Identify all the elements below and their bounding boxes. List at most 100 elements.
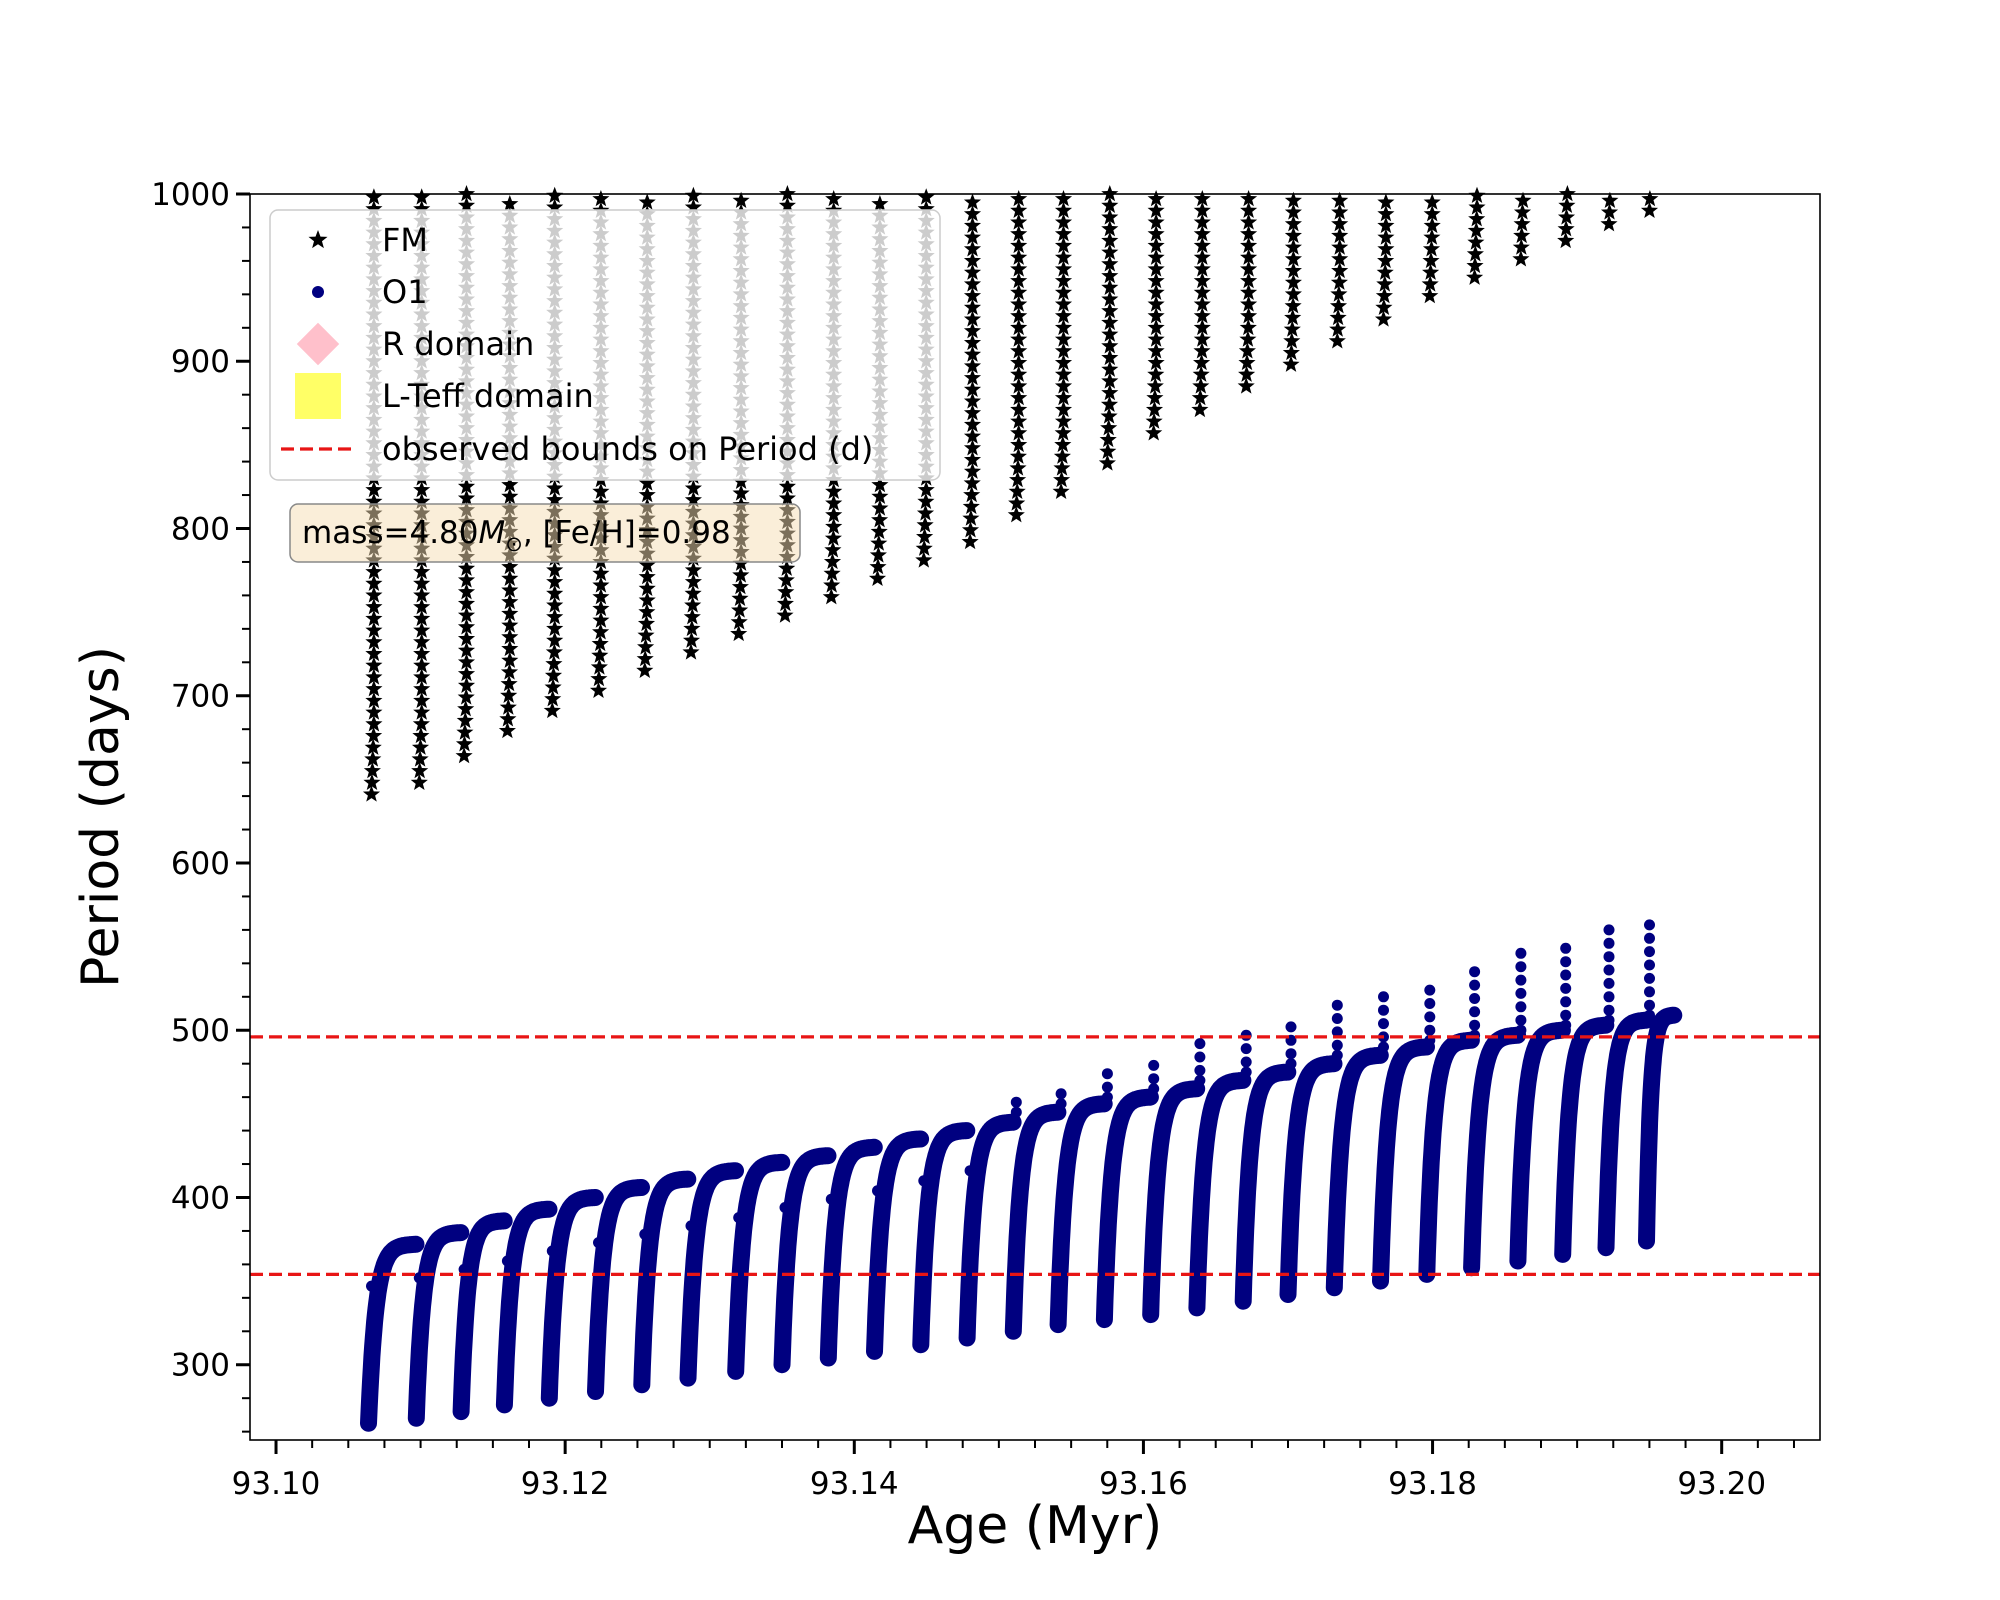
fm-point [825, 190, 843, 207]
fm-point [1422, 251, 1440, 269]
annotation-prefix: mass=4.80 [302, 515, 479, 551]
o1-pulse-21 [1325, 999, 1389, 1297]
fm-point [546, 573, 564, 590]
o1-point [1603, 937, 1615, 949]
fm-point [638, 579, 656, 596]
o1-point [1240, 1043, 1252, 1055]
fm-point [778, 489, 796, 506]
fm-point [546, 561, 564, 578]
fm-point [1331, 203, 1349, 220]
fm-point [1512, 238, 1530, 255]
o1-pulse-16 [1095, 1068, 1159, 1329]
observed-bounds-layer [250, 1035, 1820, 1277]
fm-point [871, 476, 889, 493]
fm-point [825, 517, 843, 535]
fm-point [1010, 353, 1028, 371]
o1-point [1240, 1056, 1252, 1068]
fm-point [1147, 318, 1165, 336]
fm-point [1557, 220, 1575, 237]
fm-pulse-26 [1557, 185, 1576, 249]
fm-point [1053, 471, 1071, 488]
annotation-symbol: M [479, 515, 506, 551]
fm-point [546, 619, 564, 637]
fm-point [365, 188, 383, 205]
fm-point [1147, 307, 1165, 324]
fm-point [1193, 213, 1211, 230]
fm-point [545, 643, 563, 660]
o1-point [1603, 1014, 1615, 1026]
fm-point [591, 634, 609, 652]
o1-point [1010, 1106, 1022, 1118]
fm-point [963, 228, 982, 245]
o1-point [1603, 924, 1615, 936]
fm-point [501, 558, 519, 575]
fm-point [1641, 190, 1659, 207]
o1-point [501, 1255, 513, 1267]
fm-point [365, 574, 383, 591]
o1-point [1644, 1009, 1655, 1021]
fm-point [1193, 225, 1211, 242]
fm-point [1010, 307, 1028, 324]
fm-point [1284, 285, 1302, 302]
fm-point [917, 481, 935, 498]
fm-point [457, 196, 476, 213]
fm-point [1054, 412, 1073, 429]
o1-curve [1095, 1088, 1159, 1329]
fm-point [457, 185, 476, 202]
fm-point [638, 486, 656, 503]
legend-item-0: FM [308, 221, 428, 259]
o1-curve [495, 1200, 558, 1414]
fm-point [731, 589, 749, 606]
fm-point [1009, 471, 1027, 488]
fm-point [684, 561, 702, 578]
fm-point [1100, 419, 1118, 436]
fm-point [1240, 307, 1258, 324]
fm-point [963, 310, 982, 327]
o1-pulse-4 [540, 1189, 604, 1407]
fm-point [636, 661, 654, 678]
fm-point [1557, 231, 1575, 249]
fm-point [413, 188, 431, 205]
fm-point [412, 726, 430, 744]
o1-pulse-27 [1597, 924, 1655, 1257]
fm-point [1010, 435, 1028, 453]
o1-pulse-12 [912, 1122, 976, 1354]
fm-point [1284, 261, 1302, 279]
fm-point [365, 598, 383, 615]
o1-point [1240, 1066, 1252, 1078]
o1-pulse-11 [866, 1130, 930, 1360]
fm-point [1331, 226, 1349, 244]
fm-point [1193, 272, 1211, 289]
fm-point [1100, 395, 1119, 412]
o1-curve [407, 1224, 470, 1427]
o1-curve [819, 1138, 883, 1367]
fm-point [1098, 454, 1116, 471]
o1-pulse-13 [958, 1113, 1022, 1347]
o1-curve [1188, 1071, 1252, 1317]
o1-point [1644, 932, 1655, 944]
fm-point [413, 481, 431, 498]
fm-pulse-23 [1421, 193, 1441, 304]
fm-point [457, 629, 476, 647]
o1-pulse-6 [633, 1170, 697, 1394]
o1-point [1285, 1058, 1297, 1070]
fm-point [1600, 203, 1619, 220]
fm-point [500, 675, 518, 692]
fm-point [732, 484, 750, 501]
fm-point [962, 509, 980, 526]
fm-point [1193, 295, 1211, 312]
fm-point [1329, 320, 1347, 337]
fm-point [411, 750, 429, 767]
fm-point [963, 357, 982, 374]
o1-point [1331, 1026, 1343, 1038]
fm-point [1240, 225, 1258, 242]
fm-point [1007, 506, 1025, 523]
o1-curve [912, 1122, 976, 1354]
fm-point [1239, 318, 1257, 336]
fm-point [1330, 273, 1348, 290]
fm-point [1240, 248, 1258, 265]
fm-point [592, 576, 610, 593]
o1-point [1644, 946, 1655, 958]
fm-point [869, 546, 887, 563]
fm-point [1053, 459, 1071, 476]
